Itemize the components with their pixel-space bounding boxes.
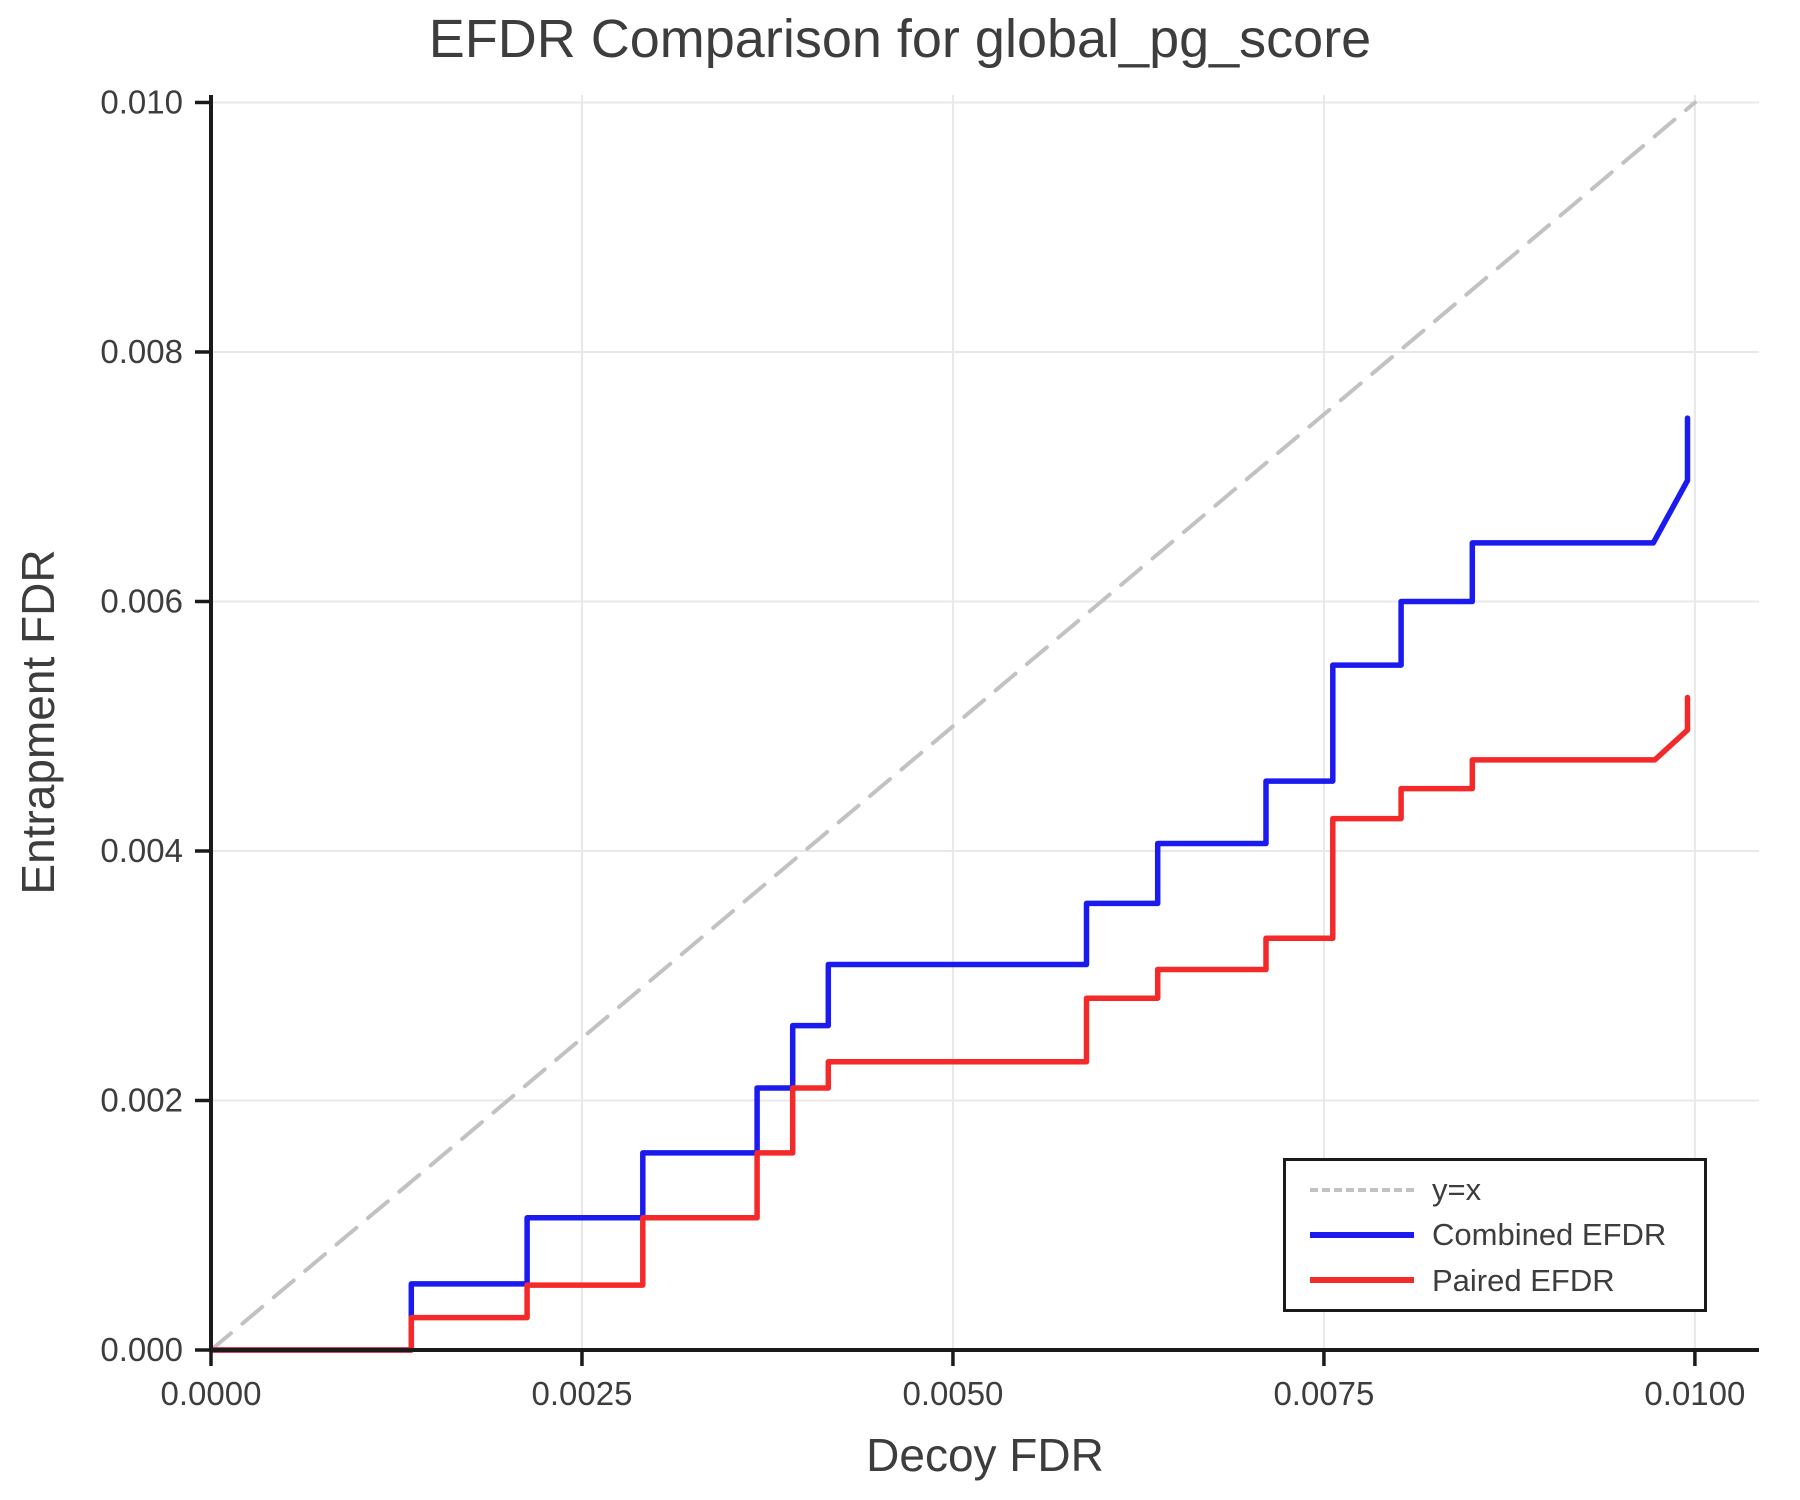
y-axis-label: Entrapment FDR: [12, 549, 64, 895]
chart-title: EFDR Comparison for global_pg_score: [428, 9, 1372, 69]
legend-entry-combined: Combined EFDR: [1310, 1219, 1704, 1250]
series-y-x: [209, 100, 1697, 1352]
y-tick-label: 0.004: [100, 832, 183, 869]
solid-line-sample: [1310, 1231, 1414, 1238]
y-tick-label: 0.002: [100, 1081, 183, 1118]
y-tick-label: 0.008: [100, 333, 183, 370]
y-tick-label: 0.006: [100, 582, 183, 619]
legend-label: y=x: [1432, 1172, 1482, 1208]
x-axis-label: Decoy FDR: [866, 1429, 1104, 1481]
legend-entry-identity: y=x: [1310, 1174, 1704, 1205]
x-tick-label: 0.0050: [902, 1375, 1003, 1412]
dashed-line-sample: [1310, 1187, 1414, 1192]
series-paired-efdr: [208, 694, 1691, 1353]
legend: y=x Combined EFDR Paired EFDR: [1283, 1158, 1707, 1312]
x-tick-label: 0.0100: [1644, 1375, 1745, 1412]
x-tick-label: 0.0000: [161, 1375, 262, 1412]
legend-label: Combined EFDR: [1432, 1217, 1667, 1253]
y-tick-label: 0.000: [100, 1331, 183, 1368]
solid-line-sample: [1310, 1277, 1414, 1284]
series-combined-efdr: [208, 415, 1691, 1353]
y-tick-label: 0.010: [100, 83, 183, 120]
x-tick-label: 0.0025: [532, 1375, 633, 1412]
x-tick-label: 0.0075: [1273, 1375, 1374, 1412]
legend-entry-paired: Paired EFDR: [1310, 1265, 1704, 1296]
legend-label: Paired EFDR: [1432, 1262, 1615, 1298]
